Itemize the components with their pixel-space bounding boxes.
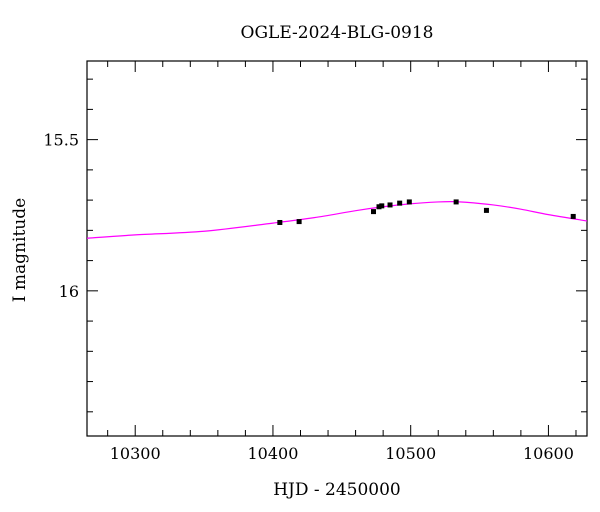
data-point: [453, 199, 459, 205]
y-axis-label: I magnitude: [10, 198, 30, 302]
point-marker: [376, 204, 382, 210]
point-marker: [371, 209, 377, 215]
point-marker: [406, 199, 412, 205]
point-marker: [453, 199, 459, 205]
data-point: [277, 219, 283, 225]
data-point: [296, 219, 302, 225]
plot-frame: [86, 60, 588, 437]
data-point: [570, 213, 576, 219]
model-curve-layer: [86, 200, 588, 239]
model-curve-line: [86, 200, 588, 239]
data-point: [387, 202, 393, 208]
point-marker: [570, 213, 576, 219]
y-tick-label: 16: [59, 282, 79, 301]
x-tick-label: 10500: [385, 444, 436, 463]
point-marker: [483, 207, 489, 213]
x-tick-label: 10300: [110, 444, 161, 463]
data-points-layer: [277, 199, 576, 225]
data-point: [376, 204, 382, 210]
data-point: [379, 203, 385, 209]
x-tick-label: 10600: [523, 444, 574, 463]
point-marker: [397, 200, 403, 206]
data-point: [406, 199, 412, 205]
x-axis-label: HJD - 2450000: [273, 480, 401, 500]
y-tick-label: 15.5: [43, 131, 79, 150]
point-marker: [277, 219, 283, 225]
data-point: [371, 209, 377, 215]
data-point: [483, 207, 489, 213]
point-marker: [296, 219, 302, 225]
data-point: [397, 200, 403, 206]
chart-title: OGLE-2024-BLG-0918: [241, 23, 434, 43]
axis-ticks: 10300 10400 10500 10600 15.5 16: [43, 61, 587, 463]
x-tick-label: 10400: [247, 444, 298, 463]
point-marker: [379, 203, 385, 209]
point-marker: [387, 202, 393, 208]
